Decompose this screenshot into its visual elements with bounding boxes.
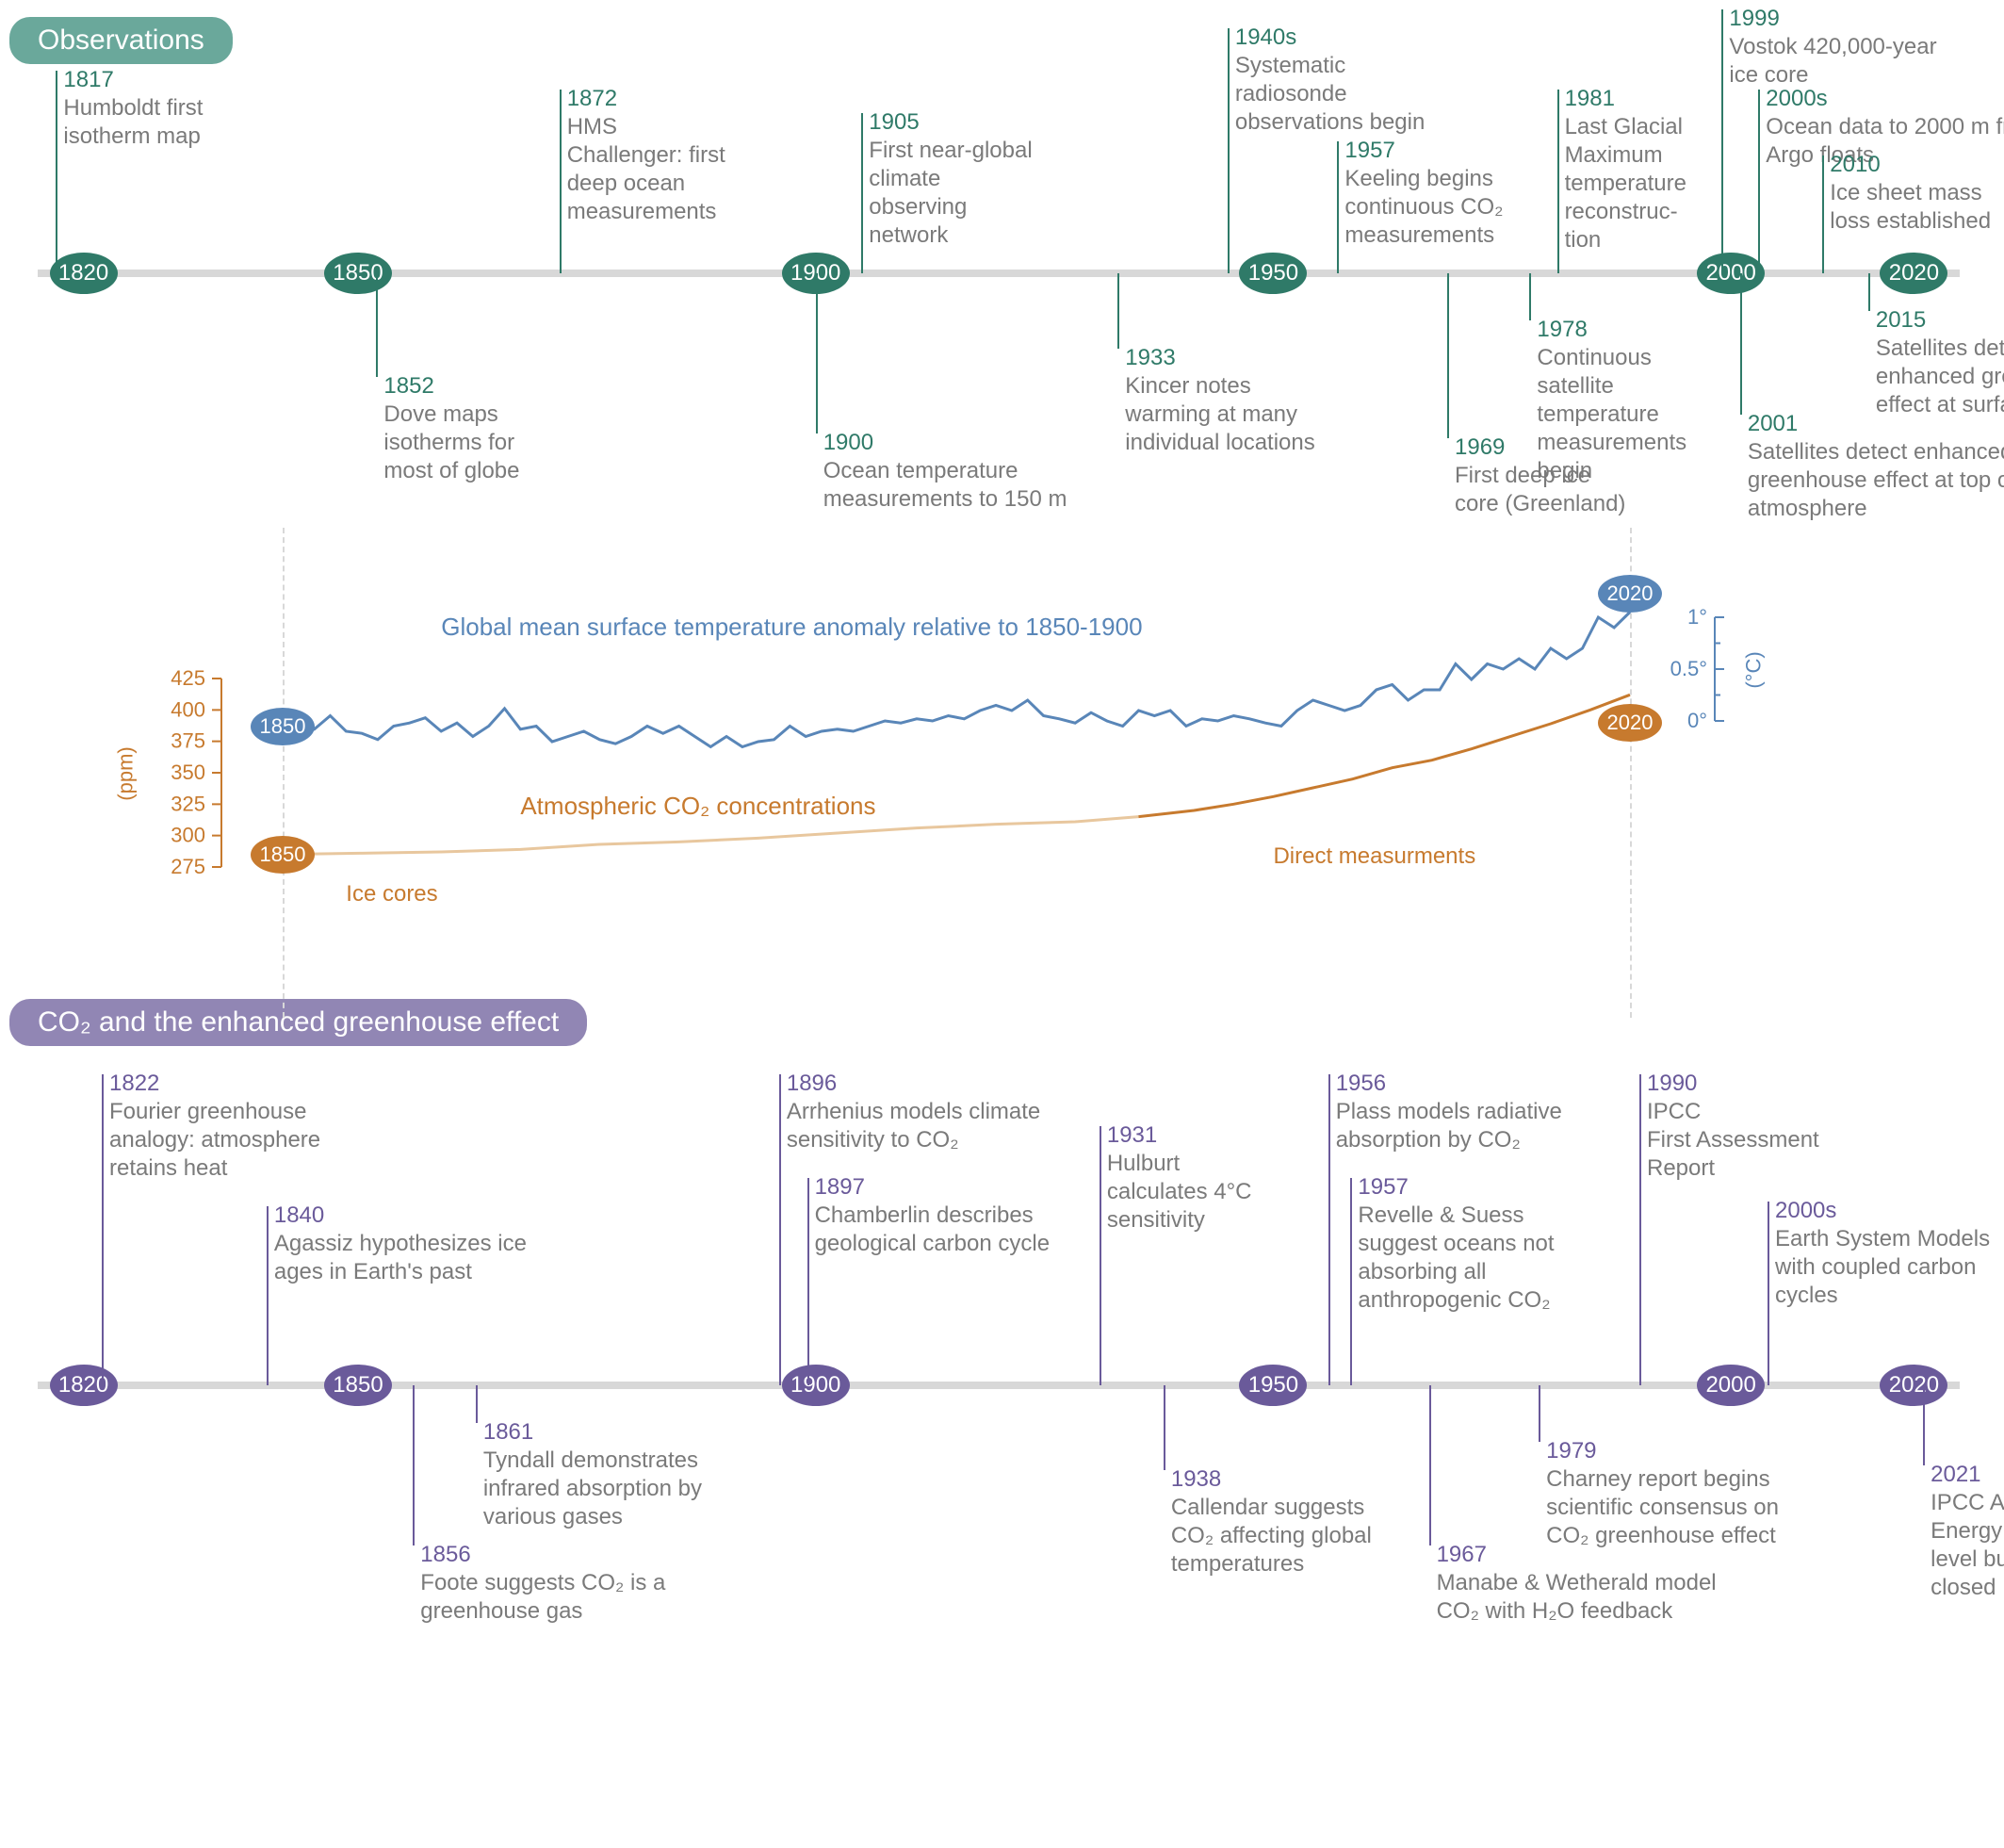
chart-lines (0, 0, 2004, 1848)
ice-cores-label: Ice cores (346, 881, 437, 908)
co2-title: Atmospheric CO₂ concentrations (520, 792, 875, 821)
temp-pill-end: 2020 (1598, 575, 1662, 613)
direct-label: Direct measurments (1273, 843, 1475, 870)
co2-direct-series (1138, 695, 1630, 816)
co2-pill-end: 2020 (1598, 704, 1662, 742)
co2-pill-start: 1850 (251, 836, 315, 874)
temp-pill-start: 1850 (251, 708, 315, 745)
temp-title: Global mean surface temperature anomaly … (441, 613, 1142, 642)
co2-ice-series (283, 817, 1138, 855)
